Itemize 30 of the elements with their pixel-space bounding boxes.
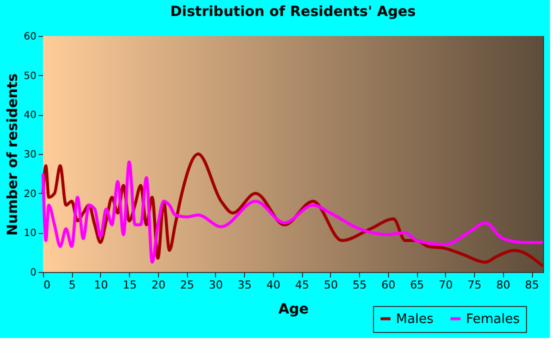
x-axis-title: Age: [278, 302, 309, 318]
chart-title: Distribution of Residents' Ages: [170, 4, 416, 20]
legend-label: Males: [396, 312, 434, 327]
x-tick-label: 65: [410, 278, 424, 292]
y-tick-label: 40: [24, 110, 36, 122]
x-tick-label: 50: [324, 278, 338, 292]
x-tick-label: 5: [68, 278, 76, 292]
y-tick-label: 20: [24, 188, 36, 200]
x-tick-label: 10: [94, 278, 108, 292]
y-tick-label: 60: [24, 32, 36, 42]
x-tick-label: 45: [295, 278, 310, 292]
legend-label: Females: [466, 312, 520, 327]
y-tick-label: 50: [24, 70, 36, 82]
x-tick-label: 0: [44, 278, 50, 292]
x-tick-label: 80: [496, 278, 510, 292]
x-tick-label: 35: [238, 278, 252, 292]
x-tick-label: 15: [122, 278, 137, 292]
y-tick-label: 10: [24, 228, 36, 240]
y-tick-label: 30: [24, 150, 36, 160]
x-tick-label: 55: [352, 278, 367, 292]
x-tick-label: 75: [468, 278, 482, 292]
x-tick-label: 40: [266, 278, 280, 292]
x-tick-label: 85: [525, 278, 540, 292]
x-tick-label: 25: [180, 278, 194, 292]
x-tick-label: 20: [151, 278, 166, 292]
y-axis-title: Number of residents: [4, 73, 21, 236]
y-tick-label: 0: [30, 268, 36, 278]
x-tick-label: 30: [208, 278, 223, 292]
x-tick-label: 60: [381, 278, 396, 292]
x-tick-label: 70: [438, 278, 453, 292]
